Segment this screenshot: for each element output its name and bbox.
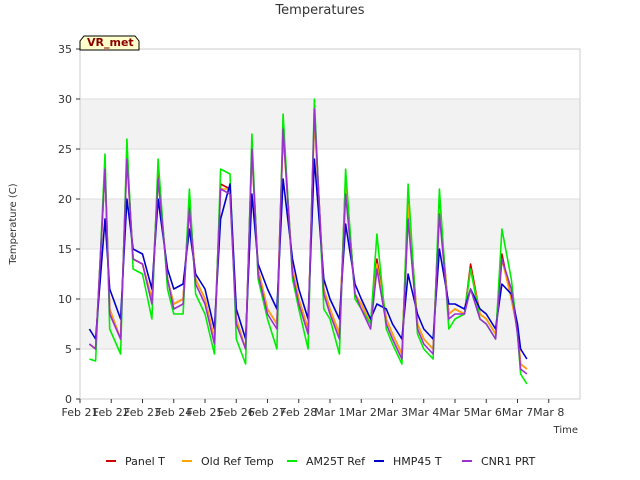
x-tick-label: Mar 4	[408, 406, 439, 419]
x-tick-label: Mar 2	[346, 406, 377, 419]
x-axis-label: Time	[553, 425, 578, 436]
x-tick-label: Feb 28	[280, 406, 317, 419]
legend-label: Panel T	[125, 455, 165, 468]
x-tick-label: Mar 1	[314, 406, 345, 419]
plot-band	[80, 99, 580, 149]
legend-label: HMP45 T	[393, 455, 442, 468]
plot-band	[80, 249, 580, 299]
legend-label: AM25T Ref	[306, 455, 366, 468]
x-tick-label: Feb 25	[187, 406, 224, 419]
legend: Panel T Old Ref Temp AM25T Ref HMP45 T CNR1 …	[106, 455, 536, 468]
y-axis-label: Temperature (C)	[8, 183, 19, 265]
y-tick-label: 5	[65, 343, 72, 356]
y-tick-label: 20	[58, 193, 72, 206]
y-tick-label: 15	[58, 243, 72, 256]
y-tick-label: 10	[58, 293, 72, 306]
legend-label: Old Ref Temp	[201, 455, 274, 468]
x-tick-label: Mar 8	[533, 406, 564, 419]
series-line-cnr1-prt	[88, 108, 528, 375]
badge-box	[79, 35, 140, 51]
x-tick-label: Mar 3	[377, 406, 408, 419]
series-layer	[88, 98, 528, 385]
x-tick-label: Feb 27	[249, 406, 286, 419]
x-tick-label: Feb 24	[155, 406, 192, 419]
plot-band	[80, 349, 580, 399]
plot-band	[80, 49, 580, 99]
plot-band	[80, 149, 580, 199]
y-axis-ticks: 0 5 10 15 20 25 30 35	[58, 43, 80, 406]
y-tick-label: 35	[58, 43, 72, 56]
legend-label: CNR1 PRT	[481, 455, 536, 468]
x-tick-label: Feb 26	[218, 406, 255, 419]
x-tick-label: Feb 21	[62, 406, 99, 419]
chart-title: Temperatures	[274, 3, 364, 18]
y-tick-label: 25	[58, 143, 72, 156]
x-tick-label: Feb 23	[124, 406, 161, 419]
y-tick-label: 30	[58, 93, 72, 106]
x-tick-label: Mar 6	[471, 406, 502, 419]
vr-met-badge: VR_met	[79, 35, 140, 51]
badge-label: VR_met	[87, 36, 134, 49]
x-tick-label: Mar 5	[439, 406, 470, 419]
x-tick-label: Feb 22	[93, 406, 130, 419]
y-tick-label: 0	[65, 393, 72, 406]
x-tick-label: Mar 7	[502, 406, 533, 419]
